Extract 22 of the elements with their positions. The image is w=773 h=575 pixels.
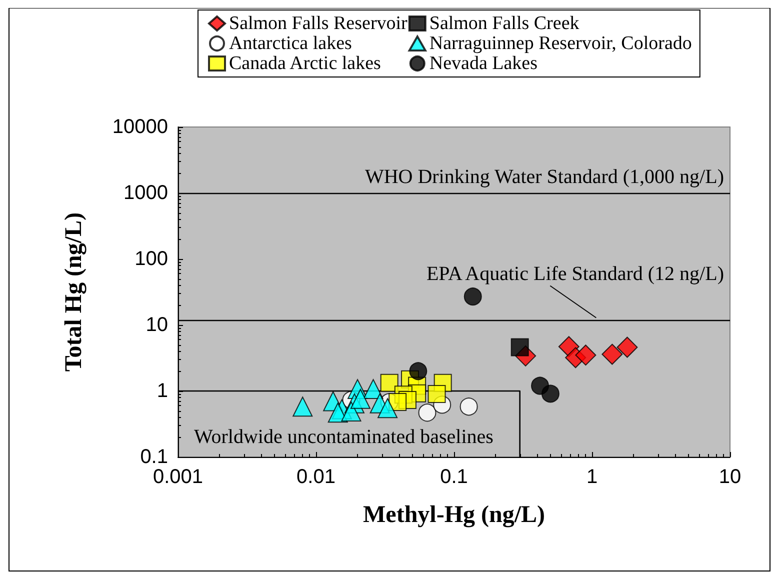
y-tick-label: 0.1 <box>140 446 168 468</box>
x-tick-label: 0.001 <box>152 466 204 488</box>
y-tick-label: 10000 <box>112 116 168 138</box>
y-tick-label: 100 <box>134 248 168 270</box>
legend-label: Antarctica lakes <box>229 33 352 54</box>
annotation: Worldwide uncontaminated baselines <box>194 426 494 448</box>
y-tick-label: 10 <box>146 314 168 336</box>
legend-label: Salmon Falls Reservoir <box>229 13 408 34</box>
x-axis-title: Methyl-Hg (ng/L) <box>363 502 545 528</box>
legend-label: Narraguinnep Reservoir, Colorado <box>429 33 692 54</box>
ref-line-label: WHO Drinking Water Standard (1,000 ng/L) <box>364 166 724 188</box>
y-axis-title: Total Hg (ng/L) <box>61 212 87 372</box>
legend-label: Nevada Lakes <box>429 53 538 74</box>
x-tick-label: 10 <box>718 466 742 488</box>
y-tick-label: 1000 <box>124 182 168 204</box>
legend-label: Canada Arctic lakes <box>229 53 381 74</box>
ref-line-label: EPA Aquatic Life Standard (12 ng/L) <box>426 262 724 285</box>
y-tick-label: 1 <box>156 380 168 402</box>
legend-label: Salmon Falls Creek <box>429 13 580 34</box>
x-tick-label: 1 <box>586 466 598 488</box>
x-tick-label: 0.01 <box>296 466 336 488</box>
x-tick-label: 0.1 <box>440 466 468 488</box>
